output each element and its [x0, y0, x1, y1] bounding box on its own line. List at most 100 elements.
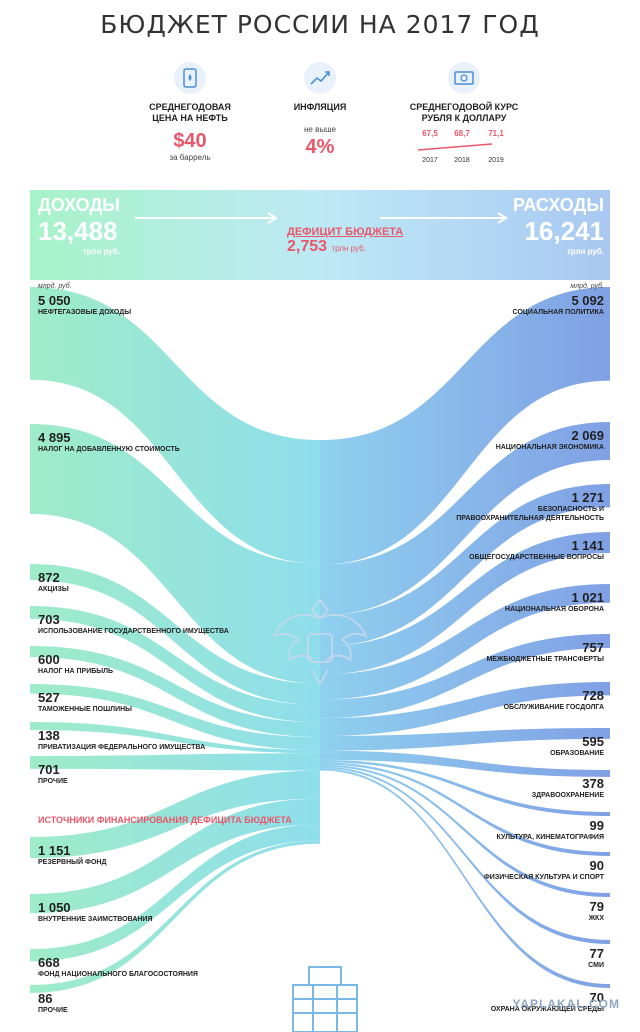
expense-item: 2 069 НАЦИОНАЛЬНАЯ ЭКОНОМИКА — [496, 428, 604, 452]
expense-value: 2 069 — [571, 428, 604, 443]
expense-flow-12 — [320, 766, 610, 944]
revenue-flow-2 — [30, 564, 320, 706]
expense-name: НАЦИОНАЛЬНАЯ ЭКОНОМИКА — [495, 444, 604, 451]
revenue-value: 872 — [38, 570, 60, 585]
rate-label: СРЕДНЕГОДОВОЙ КУРС РУБЛЯ К ДОЛЛАРУ — [409, 102, 519, 123]
expense-flow-9 — [320, 759, 610, 816]
expense-item: 77 СМИ — [588, 946, 604, 970]
unit-label-right: млрд. руб. — [570, 283, 604, 290]
header-arrow-0 — [267, 212, 278, 224]
financing-item: 86 ПРОЧИЕ — [38, 991, 68, 1015]
deficit-value: 2,753 — [287, 238, 328, 255]
expense-value: 757 — [582, 640, 604, 655]
expense-total: 16,241 — [524, 216, 604, 246]
expense-name: МЕЖБЮДЖЕТНЫЕ ТРАНСФЕРТЫ — [486, 656, 604, 663]
revenue-item: 4 895 НАЛОГ НА ДОБАВЛЕННУЮ СТОИМОСТЬ — [38, 430, 180, 454]
financing-item: 1 151 РЕЗЕРВНЫЙ ФОНД — [38, 843, 106, 867]
revenue-title: ДОХОДЫ — [38, 195, 120, 215]
expense-value: 79 — [589, 899, 604, 914]
expense-item: 1 271 БЕЗОПАСНОСТЬ И ПРАВООХРАНИТЕЛЬНАЯ Д… — [454, 490, 604, 523]
expense-name: ОБСЛУЖИВАНИЕ ГОСДОЛГА — [503, 704, 604, 711]
revenue-flow-3 — [30, 606, 320, 723]
revenue-name: НАЛОГ НА ДОБАВЛЕННУЮ СТОИМОСТЬ — [38, 446, 180, 453]
expense-name: ЖКХ — [588, 915, 604, 922]
expense-item: 90 ФИЗИЧЕСКАЯ КУЛЬТУРА И СПОРТ — [484, 858, 604, 882]
revenue-name: ПРИВАТИЗАЦИЯ ФЕДЕРАЛЬНОГО ИМУЩЕСТВА — [38, 744, 206, 751]
inflation-value: 4% — [305, 136, 335, 158]
page-title: БЮДЖЕТ РОССИИ НА 2017 ГОД — [100, 10, 540, 39]
expense-value: 728 — [582, 688, 604, 703]
revenue-item: 5 050 НЕФТЕГАЗОВЫЕ ДОХОДЫ — [38, 293, 131, 317]
expense-name: СОЦИАЛЬНАЯ ПОЛИТИКА — [512, 309, 604, 316]
deficit-title: ДЕФИЦИТ БЮДЖЕТА — [287, 226, 404, 238]
expense-item: 728 ОБСЛУЖИВАНИЕ ГОСДОЛГА — [504, 688, 604, 712]
expense-value: 70 — [589, 990, 604, 1005]
revenue-flow-0 — [30, 287, 320, 564]
rate-year-2018: 2018 — [454, 157, 470, 164]
rate-value-2019: 71,1 — [488, 129, 504, 138]
oil-label: СРЕДНЕГОДОВАЯ ЦЕНА НА НЕФТЬ — [149, 102, 231, 123]
rate-indicator: СРЕДНЕГОДОВОЙ КУРС РУБЛЯ К ДОЛЛАРУ 67,5 … — [402, 62, 526, 166]
expense-item: 1 021 НАЦИОНАЛЬНАЯ ОБОРОНА — [505, 590, 604, 614]
expense-name: ФИЗИЧЕСКАЯ КУЛЬТУРА И СПОРТ — [483, 874, 604, 881]
expense-item: 1 141 ОБЩЕГОСУДАРСТВЕННЫЕ ВОПРОСЫ — [469, 538, 604, 562]
rate-year-2017: 2017 — [422, 157, 438, 164]
financing-value: 1 050 — [38, 900, 71, 915]
expense-item: 5 092 СОЦИАЛЬНАЯ ПОЛИТИКА — [512, 293, 604, 317]
rate-year-2019: 2019 — [488, 157, 504, 164]
unit-label-left: млрд. руб. — [38, 283, 72, 290]
expense-value: 1 271 — [571, 490, 604, 505]
financing-flow-3 — [30, 840, 320, 993]
expense-flow-3 — [320, 532, 610, 675]
revenue-unit: трлн руб. — [82, 247, 120, 256]
oil-indicator: СРЕДНЕГОДОВАЯ ЦЕНА НА НЕФТЬ $40 за барре… — [140, 62, 240, 162]
revenue-flow-7 — [30, 753, 320, 771]
financing-name: ВНУТРЕННИЕ ЗАИМСТВОВАНИЯ — [38, 916, 153, 923]
expense-item: 378 ЗДРАВООХРАНЕНИЕ — [532, 776, 604, 800]
revenue-flow-1 — [30, 424, 320, 684]
financing-value: 668 — [38, 955, 60, 970]
revenue-name: ПРОЧИЕ — [38, 778, 68, 785]
watermark: YAPLAKAL.COM — [512, 997, 620, 1011]
revenue-name: ИСПОЛЬЗОВАНИЕ ГОСУДАРСТВЕННОГО ИМУЩЕСТВА — [38, 628, 229, 635]
expense-value: 99 — [589, 818, 604, 833]
expense-item: 99 КУЛЬТУРА, КИНЕМАТОГРАФИЯ — [497, 818, 604, 842]
expense-name: ОБЩЕГОСУДАРСТВЕННЫЕ ВОПРОСЫ — [469, 554, 604, 561]
revenue-name: АКЦИЗЫ — [38, 586, 69, 593]
revenue-name: НЕФТЕГАЗОВЫЕ ДОХОДЫ — [38, 309, 132, 316]
expense-name: НАЦИОНАЛЬНАЯ ОБОРОНА — [505, 606, 604, 613]
financing-flow-2 — [30, 824, 320, 962]
expense-flow-6 — [320, 682, 610, 736]
revenue-flow-5 — [30, 684, 320, 750]
header-band — [30, 190, 610, 280]
deficit-unit: трлн руб. — [331, 244, 366, 253]
deficit-block: ДЕФИЦИТ БЮДЖЕТА 2,753 трлн руб. — [287, 226, 403, 256]
expense-title: РАСХОДЫ — [512, 195, 604, 215]
financing-item: 1 050 ВНУТРЕННИЕ ЗАИМСТВОВАНИЯ — [38, 900, 153, 924]
expense-name: ЗДРАВООХРАНЕНИЕ — [531, 792, 604, 799]
revenue-value: 701 — [38, 762, 60, 777]
rate-value-2017: 67,5 — [422, 129, 438, 138]
bottom-arc — [200, 915, 440, 1032]
expense-flow-13 — [320, 768, 610, 988]
revenue-value: 703 — [38, 612, 60, 627]
expense-value: 378 — [582, 776, 604, 791]
coat-of-arms-icon — [272, 598, 368, 687]
expense-value: 90 — [589, 858, 604, 873]
rate-chart: 67,5 68,7 71,1 2017 2018 2019 — [417, 129, 504, 164]
expense-unit: трлн руб. — [566, 247, 604, 256]
expense-value: 77 — [589, 946, 604, 961]
expense-flow-4 — [320, 584, 610, 700]
expense-name: ОХРАНА ОКРУЖАЮЩЕЙ СРЕДЫ — [490, 1006, 604, 1013]
expense-flow-7 — [320, 728, 610, 751]
expense-value: 595 — [582, 734, 604, 749]
currency-icon — [448, 62, 480, 94]
revenue-flow-4 — [30, 646, 320, 737]
financing-value: 86 — [38, 991, 53, 1006]
oil-sub: за баррель — [169, 153, 211, 162]
growth-chart-icon — [304, 62, 336, 94]
building-icon — [292, 966, 358, 1032]
financing-flow-1 — [30, 798, 320, 914]
